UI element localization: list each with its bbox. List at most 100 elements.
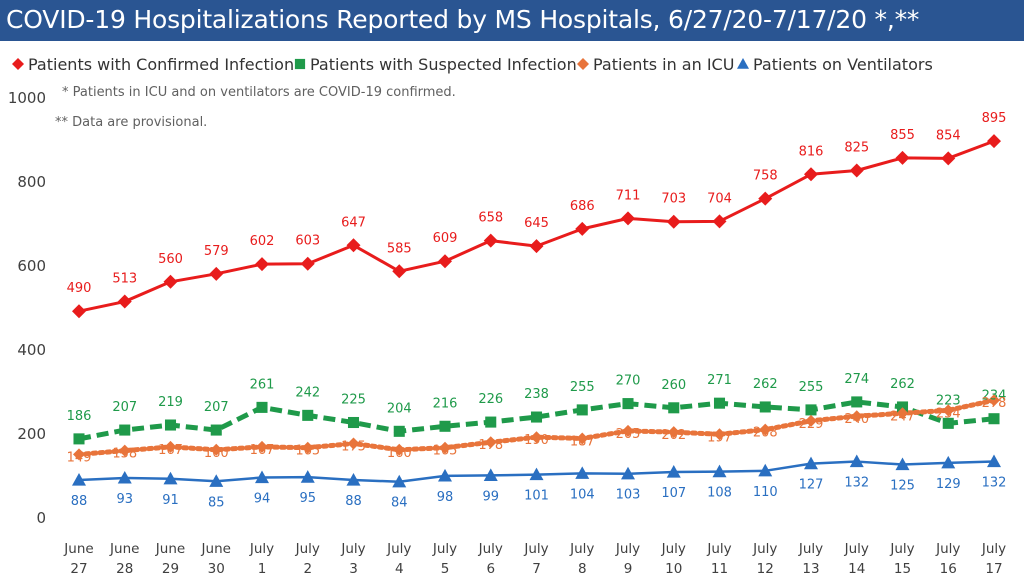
data-label-suspected-5: 242	[295, 385, 320, 400]
data-label-confirmed-15: 758	[753, 169, 778, 184]
data-label-ventilators-6: 88	[345, 494, 362, 509]
x-tick-day-5: 2	[303, 561, 312, 577]
data-label-ventilators-1: 93	[116, 492, 133, 507]
data-label-icu-4: 167	[250, 443, 275, 458]
data-label-confirmed-9: 658	[478, 211, 503, 226]
data-label-icu-12: 205	[616, 427, 641, 442]
data-label-icu-18: 247	[890, 409, 915, 424]
point-ventilators-2	[163, 471, 178, 485]
x-tick-day-2: 29	[162, 561, 179, 577]
data-label-icu-19: 254	[936, 406, 961, 421]
data-label-confirmed-4: 602	[250, 234, 275, 249]
data-label-suspected-15: 262	[753, 377, 778, 392]
point-confirmed-14	[712, 214, 727, 229]
data-label-confirmed-3: 579	[204, 244, 229, 259]
point-confirmed-19	[941, 151, 956, 166]
data-label-confirmed-20: 895	[982, 111, 1007, 126]
x-tick-month-5: July	[295, 541, 320, 557]
data-label-icu-8: 165	[433, 444, 458, 459]
data-label-icu-5: 165	[295, 444, 320, 459]
data-label-confirmed-5: 603	[295, 234, 320, 249]
point-icu-13	[667, 426, 680, 439]
data-label-ventilators-2: 91	[162, 493, 179, 508]
point-suspected-2	[164, 419, 177, 431]
point-confirmed-10	[529, 239, 544, 254]
data-label-suspected-8: 216	[433, 396, 458, 411]
point-confirmed-6	[346, 238, 361, 253]
data-label-suspected-3: 207	[204, 400, 229, 415]
point-suspected-3	[210, 424, 222, 436]
x-tick-month-2: June	[155, 541, 185, 557]
point-icu-10	[530, 431, 543, 444]
point-suspected-5	[302, 409, 314, 421]
data-label-ventilators-12: 103	[616, 488, 641, 503]
data-label-confirmed-11: 686	[570, 199, 595, 214]
point-ventilators-9	[483, 468, 498, 482]
data-label-ventilators-3: 85	[208, 495, 225, 510]
x-tick-month-20: July	[981, 541, 1006, 557]
point-ventilators-4	[255, 470, 269, 484]
data-label-ventilators-17: 132	[844, 476, 869, 491]
point-suspected-9	[485, 416, 497, 428]
point-ventilators-10	[529, 467, 544, 481]
x-tick-month-3: June	[201, 541, 231, 557]
x-tick-day-3: 30	[208, 561, 225, 577]
note-provisional: ** Data are provisional.	[55, 115, 207, 130]
data-label-suspected-11: 255	[570, 380, 595, 395]
data-label-icu-11: 187	[570, 434, 595, 449]
data-label-confirmed-10: 645	[524, 216, 549, 231]
data-label-ventilators-14: 108	[707, 486, 732, 501]
data-labels: 490 513 560 579 602 603 647 585 609 658 645 686 711 7…	[67, 111, 1007, 511]
point-icu-14	[713, 428, 726, 441]
point-ventilators-0	[72, 473, 86, 486]
data-label-ventilators-9: 99	[482, 489, 499, 504]
data-label-ventilators-20: 132	[982, 476, 1007, 491]
point-icu-1	[118, 444, 131, 457]
data-label-icu-10: 190	[524, 433, 549, 448]
data-label-confirmed-19: 854	[936, 128, 961, 143]
data-label-icu-2: 167	[158, 443, 183, 458]
x-tick-month-4: July	[249, 541, 274, 557]
data-label-suspected-17: 274	[844, 372, 869, 387]
data-label-suspected-6: 225	[341, 393, 366, 408]
x-tick-day-9: 6	[486, 561, 495, 577]
point-icu-16	[805, 414, 817, 427]
data-label-confirmed-0: 490	[67, 281, 92, 296]
x-tick-month-8: July	[432, 541, 457, 557]
point-ventilators-18	[895, 457, 910, 471]
data-label-suspected-4: 261	[250, 377, 275, 392]
point-confirmed-16	[804, 167, 818, 182]
legend-label-suspected: Patients with Suspected Infection	[310, 55, 577, 74]
point-ventilators-16	[804, 456, 818, 470]
legend-marker-ventilators	[737, 58, 749, 69]
data-label-confirmed-12: 711	[616, 188, 641, 203]
data-label-ventilators-13: 107	[661, 486, 686, 501]
data-label-ventilators-5: 95	[299, 491, 316, 506]
data-label-suspected-1: 207	[112, 400, 137, 415]
note-icu-ventilators: * Patients in ICU and on ventilators are…	[62, 85, 456, 100]
legend-label-icu: Patients in an ICU	[593, 55, 734, 74]
point-suspected-18	[896, 401, 909, 413]
point-icu-0	[73, 448, 85, 461]
x-tick-day-12: 9	[624, 561, 633, 577]
data-label-suspected-14: 271	[707, 373, 732, 388]
x-tick-month-1: June	[109, 541, 139, 557]
point-icu-5	[301, 441, 314, 454]
point-confirmed-0	[72, 304, 86, 319]
point-suspected-11	[576, 404, 588, 416]
x-tick-month-16: July	[798, 541, 823, 557]
point-suspected-6	[347, 416, 360, 429]
data-label-confirmed-13: 703	[661, 192, 686, 207]
x-tick-month-7: July	[386, 541, 411, 557]
x-tick-day-1: 28	[116, 561, 133, 577]
point-icu-7	[393, 443, 406, 456]
data-label-confirmed-8: 609	[433, 231, 458, 246]
data-label-ventilators-15: 110	[753, 485, 778, 500]
data-label-icu-6: 175	[341, 440, 366, 455]
data-label-icu-14: 197	[707, 430, 732, 445]
data-label-confirmed-16: 816	[799, 144, 824, 159]
data-label-suspected-16: 255	[799, 380, 824, 395]
point-ventilators-20	[987, 454, 1001, 468]
point-suspected-19	[942, 417, 954, 429]
